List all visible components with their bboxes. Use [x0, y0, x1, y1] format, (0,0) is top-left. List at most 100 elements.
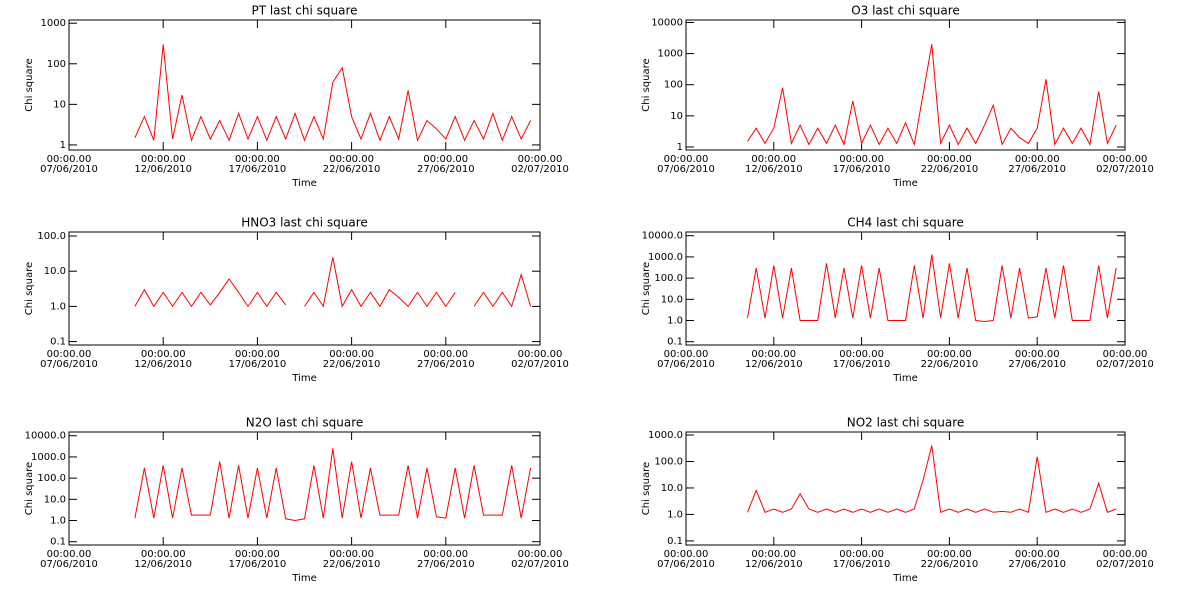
- x-tick-label: 00:00.00: [235, 349, 280, 360]
- x-tick-label: 27/06/2010: [417, 359, 475, 370]
- x-tick-label: 27/06/2010: [1008, 359, 1066, 370]
- y-tick-label: 1: [60, 140, 66, 151]
- x-tick-label: 02/07/2010: [511, 164, 569, 175]
- x-axis-label: Time: [892, 373, 917, 384]
- x-tick-label: 00:00.00: [1015, 154, 1060, 165]
- x-tick-label: 07/06/2010: [40, 359, 98, 370]
- x-tick-label: 12/06/2010: [745, 359, 803, 370]
- y-tick-label: 1: [677, 142, 683, 153]
- y-tick-label: 1000.0: [31, 452, 66, 463]
- x-tick-label: 00:00.00: [141, 154, 186, 165]
- x-tick-label: 17/06/2010: [229, 164, 287, 175]
- x-tick-label: 00:00.00: [329, 349, 374, 360]
- y-axis-label: Chi square: [24, 58, 35, 111]
- x-tick-label: 12/06/2010: [745, 164, 803, 175]
- x-axis-label: Time: [291, 178, 316, 189]
- x-tick-label: 00:00.00: [141, 349, 186, 360]
- y-tick-label: 10000.0: [642, 231, 683, 242]
- x-tick-label: 00:00.00: [518, 154, 563, 165]
- x-tick-label: 02/07/2010: [1096, 359, 1154, 370]
- x-tick-label: 17/06/2010: [833, 164, 891, 175]
- y-tick-label: 10000.0: [25, 431, 66, 442]
- plot-frame: [68, 19, 541, 151]
- data-line: [134, 257, 532, 308]
- x-tick-label: 12/06/2010: [134, 559, 192, 570]
- y-tick-label: 10: [53, 99, 66, 110]
- x-tick-label: 00:00.00: [47, 349, 92, 360]
- x-tick-label: 00:00.00: [751, 549, 796, 560]
- y-tick-label: 1.0: [667, 509, 683, 520]
- data-line: [747, 254, 1117, 323]
- x-tick-label: 07/06/2010: [40, 559, 98, 570]
- x-tick-label: 00:00.00: [1103, 349, 1148, 360]
- y-axis-label: Chi square: [641, 58, 652, 111]
- x-tick-label: 00:00.00: [1103, 154, 1148, 165]
- chart-title: NO2 last chi square: [847, 416, 965, 430]
- x-tick-label: 27/06/2010: [417, 559, 475, 570]
- x-tick-label: 07/06/2010: [657, 559, 715, 570]
- y-tick-label: 100: [664, 80, 683, 91]
- y-tick-label: 10.0: [661, 483, 683, 494]
- x-tick-label: 00:00.00: [751, 349, 796, 360]
- x-axis-label: Time: [291, 573, 316, 584]
- x-tick-label: 22/06/2010: [921, 559, 979, 570]
- y-tick-label: 10.0: [44, 494, 66, 505]
- x-tick-label: 17/06/2010: [833, 559, 891, 570]
- x-tick-label: 00:00.00: [518, 549, 563, 560]
- y-axis-label: Chi square: [24, 462, 35, 515]
- x-tick-label: 00:00.00: [47, 154, 92, 165]
- data-line: [747, 44, 1117, 147]
- x-axis-label: Time: [892, 178, 917, 189]
- x-tick-label: 02/07/2010: [511, 559, 569, 570]
- y-tick-label: 1.0: [50, 301, 66, 312]
- x-tick-label: 00:00.00: [1015, 549, 1060, 560]
- x-tick-label: 00:00.00: [1015, 349, 1060, 360]
- y-tick-label: 0.1: [667, 337, 683, 348]
- data-line: [747, 445, 1117, 513]
- y-tick-label: 1.0: [667, 316, 683, 327]
- y-axis-label: Chi square: [24, 262, 35, 315]
- y-tick-label: 1.0: [50, 516, 66, 527]
- plot-frame: [68, 431, 541, 546]
- y-axis-label: Chi square: [641, 462, 652, 515]
- x-tick-label: 00:00.00: [1103, 549, 1148, 560]
- x-tick-label: 27/06/2010: [1008, 164, 1066, 175]
- x-tick-label: 00:00.00: [518, 349, 563, 360]
- chart-title: N2O last chi square: [246, 416, 364, 430]
- x-tick-label: 00:00.00: [329, 154, 374, 165]
- x-tick-label: 07/06/2010: [657, 359, 715, 370]
- x-tick-label: 00:00.00: [235, 549, 280, 560]
- y-tick-label: 0.1: [50, 337, 66, 348]
- x-tick-label: 00:00.00: [751, 154, 796, 165]
- plot-frame: [68, 231, 541, 346]
- x-tick-label: 22/06/2010: [323, 164, 381, 175]
- x-axis-label: Time: [291, 373, 316, 384]
- data-line: [134, 44, 532, 143]
- y-tick-label: 1000.0: [648, 252, 683, 263]
- plot-frame: [685, 231, 1126, 346]
- x-tick-label: 07/06/2010: [657, 164, 715, 175]
- x-tick-label: 12/06/2010: [134, 359, 192, 370]
- y-tick-label: 0.1: [50, 537, 66, 548]
- x-tick-label: 00:00.00: [423, 549, 468, 560]
- x-tick-label: 07/06/2010: [40, 164, 98, 175]
- plot-frame: [685, 19, 1126, 151]
- x-tick-label: 12/06/2010: [745, 559, 803, 570]
- x-tick-label: 00:00.00: [839, 349, 884, 360]
- x-tick-label: 17/06/2010: [833, 359, 891, 370]
- y-axis-label: Chi square: [641, 262, 652, 315]
- chart-title: CH4 last chi square: [847, 216, 964, 230]
- x-tick-label: 00:00.00: [927, 154, 972, 165]
- y-tick-label: 10: [670, 111, 683, 122]
- x-tick-label: 27/06/2010: [1008, 559, 1066, 570]
- chart-title: O3 last chi square: [851, 4, 960, 18]
- y-tick-label: 10.0: [44, 266, 66, 277]
- x-tick-label: 00:00.00: [47, 549, 92, 560]
- x-tick-label: 22/06/2010: [921, 164, 979, 175]
- x-axis-label: Time: [892, 573, 917, 584]
- x-tick-label: 27/06/2010: [417, 164, 475, 175]
- chart-title: HNO3 last chi square: [241, 216, 368, 230]
- y-tick-label: 10000: [651, 17, 683, 28]
- x-tick-label: 02/07/2010: [1096, 559, 1154, 570]
